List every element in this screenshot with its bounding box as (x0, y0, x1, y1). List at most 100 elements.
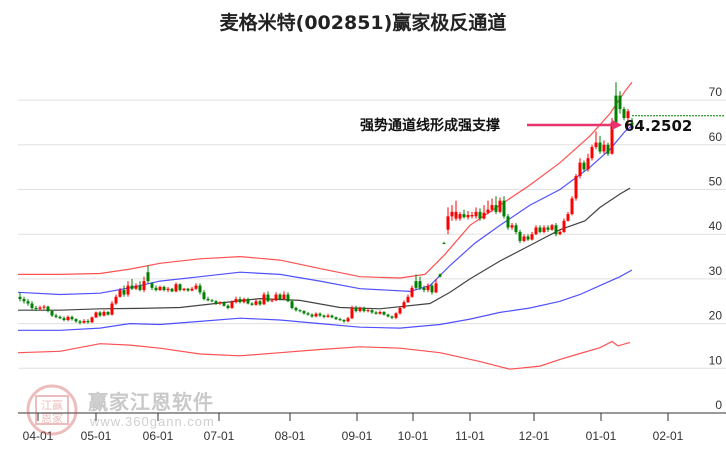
candle-body (98, 312, 102, 316)
candle-body (338, 319, 342, 321)
candle-body (326, 315, 330, 317)
candle-body (66, 316, 70, 321)
candle-body (182, 288, 186, 291)
candle-body (334, 317, 338, 320)
candle-body (158, 286, 162, 291)
x-tick-label: 08-01 (275, 429, 306, 443)
lower-outer-band (17, 340, 631, 370)
watermark-url: www.360gann.com (90, 414, 215, 429)
candle-body (322, 315, 326, 317)
candle-body (198, 285, 202, 293)
candle-body (118, 290, 122, 297)
candle-body (594, 142, 598, 148)
candle-body (42, 306, 46, 308)
candle-body (474, 211, 478, 217)
x-tick-label: 11-01 (455, 429, 485, 443)
candle-body (542, 227, 546, 232)
candle-body (266, 294, 270, 302)
x-tick-label: 12-01 (519, 429, 550, 443)
candle-body (246, 299, 250, 304)
candle-body (70, 316, 74, 320)
candle-body (194, 285, 198, 289)
candle-body (18, 296, 22, 300)
candle-body (354, 307, 358, 312)
candle-body (330, 315, 334, 318)
candle-body (106, 311, 110, 315)
candle-body (58, 316, 62, 319)
candle-body (590, 147, 594, 159)
candle-body (202, 292, 206, 300)
x-tick-label: 06-01 (143, 429, 174, 443)
y-tick-label: 70 (709, 85, 723, 99)
x-tick-label: 01-01 (586, 429, 617, 443)
candle-body (626, 111, 630, 118)
candle-body (450, 211, 454, 217)
candle-body (306, 313, 310, 315)
candle-body (310, 314, 314, 317)
candle-body (606, 144, 610, 154)
candle-body (314, 313, 318, 317)
candle-body (442, 243, 446, 245)
candle-body (242, 299, 246, 303)
candle-body (358, 307, 362, 312)
candle-body (630, 122, 634, 125)
candle-body (254, 301, 258, 305)
candle-body (574, 176, 578, 199)
candle-body (570, 198, 574, 215)
candle-body (518, 231, 522, 241)
candle-body (582, 162, 586, 170)
candle-body (22, 299, 26, 302)
candle-body (154, 287, 158, 291)
candle-body (162, 286, 166, 291)
candle-body (302, 311, 306, 314)
candle-body (174, 284, 178, 292)
candle-body (390, 316, 394, 318)
candle-body (434, 283, 438, 293)
candle-body (34, 307, 38, 309)
candle-body (218, 302, 222, 304)
candle-body (134, 285, 138, 289)
svg-text:恩家: 恩家 (41, 411, 63, 425)
candle-body (286, 294, 290, 302)
candle-body (126, 285, 130, 295)
candle-body (458, 214, 462, 219)
y-tick-label: 20 (709, 309, 723, 323)
candle-body (346, 318, 350, 322)
candle-body (586, 158, 590, 170)
candle-body (38, 307, 42, 309)
candle-body (486, 209, 490, 213)
candle-body (78, 321, 82, 323)
candle-body (94, 312, 98, 318)
candle-body (398, 307, 402, 314)
candle-body (402, 302, 406, 308)
candle-body (618, 95, 622, 110)
candle-body (502, 200, 506, 217)
candle-body (282, 294, 286, 300)
candle-body (166, 288, 170, 291)
candle-body (122, 290, 126, 295)
candle-body (114, 296, 118, 304)
candle-body (186, 288, 190, 291)
candle-body (386, 314, 390, 317)
watermark-brand: 赢家江恩软件 (88, 390, 214, 414)
candle-body (522, 236, 526, 241)
candle-body (498, 200, 502, 212)
candle-body (350, 307, 354, 319)
candle-body (598, 142, 602, 152)
candle-body (562, 220, 566, 232)
candle-body (462, 214, 466, 218)
candle-body (578, 162, 582, 177)
candle-body (270, 300, 274, 302)
candle-body (170, 288, 174, 292)
candle-body (422, 287, 426, 291)
candle-body (230, 302, 234, 308)
candle-body (90, 317, 94, 323)
candle-body (454, 211, 458, 219)
candle-body (54, 315, 58, 317)
candle-body (546, 227, 550, 230)
candle-body (102, 311, 106, 316)
candle-body (262, 294, 266, 305)
candle-body (378, 311, 382, 314)
candle-body (258, 301, 262, 305)
